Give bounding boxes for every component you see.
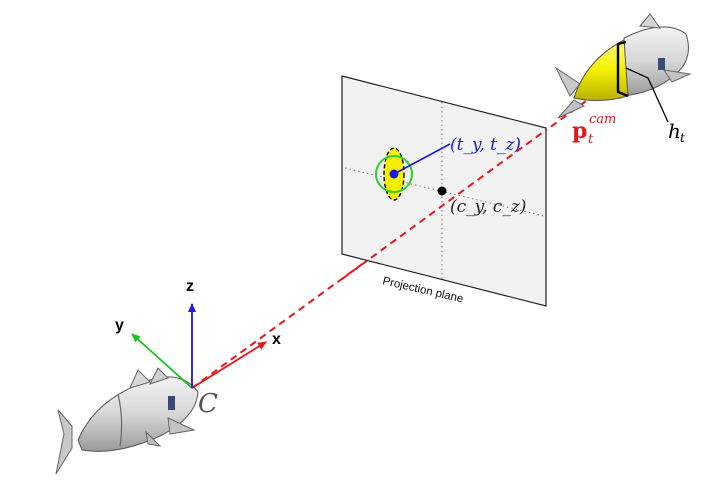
principal-point-label: (c_y, c_z): [450, 197, 526, 217]
target-position-superscript: cam: [589, 112, 616, 127]
target-point-dot: [389, 169, 399, 179]
target-height-label: h t: [668, 119, 685, 145]
y-axis-label: y: [115, 317, 124, 334]
y-axis-arrow: [131, 333, 193, 389]
target-position-label: p t cam: [572, 112, 616, 147]
camera-origin-label: C: [198, 389, 218, 419]
target-height-subscript: t: [680, 131, 685, 145]
principal-point-dot: [437, 186, 447, 196]
x-axis-arrow: [191, 341, 267, 389]
robotic-fish-camera-icon: [55, 367, 199, 475]
target-position-subscript: t: [588, 132, 594, 147]
camera-axes: x y z C: [115, 278, 281, 419]
robotic-fish-target-icon: [554, 13, 692, 123]
optical-ray-on-plane: [341, 129, 547, 280]
projection-plane: (t_y, t_z) (c_y, c_z) Projection plane: [341, 75, 547, 307]
detection-circle: [375, 155, 413, 193]
z-axis-label: z: [186, 278, 194, 295]
target-point-leader: [393, 143, 451, 175]
target-height-symbol: h: [668, 119, 681, 143]
target-point-label: (t_y, t_z): [450, 135, 521, 155]
target-position-symbol: p: [572, 118, 587, 144]
x-axis-label: x: [272, 331, 281, 348]
